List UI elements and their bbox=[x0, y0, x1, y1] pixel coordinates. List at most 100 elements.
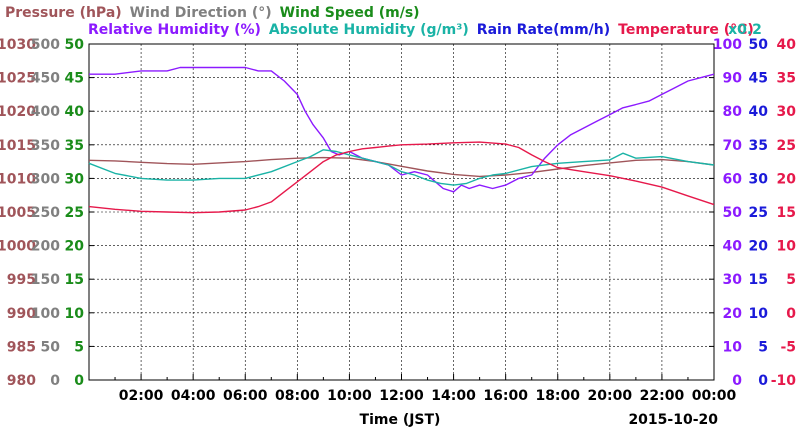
x-tick-label: 18:00 bbox=[535, 388, 580, 404]
temperature-tick-label: 0 bbox=[786, 306, 796, 322]
pressure-tick-label: 985 bbox=[7, 339, 36, 355]
rain-rate-tick-label: 30 bbox=[749, 171, 769, 187]
temperature-tick-label: -5 bbox=[780, 339, 796, 355]
x-axis: 02:00 04:00 06:00 08:00 10:00 12:00 14:00 16:00… bbox=[119, 388, 737, 404]
rain-rate-tick-label: 0 bbox=[758, 373, 768, 389]
temperature-tick-label: 35 bbox=[777, 71, 796, 87]
temperature-tick-label: -10 bbox=[771, 373, 797, 389]
humidity-tick-label: 40 bbox=[723, 239, 743, 255]
wind-speed-tick-label: 20 bbox=[65, 239, 85, 255]
x-tick-label: 22:00 bbox=[640, 388, 685, 404]
wind-direction-tick-label: 400 bbox=[31, 104, 60, 120]
wind-direction-tick-label: 100 bbox=[31, 306, 60, 322]
temperature-tick-label: 30 bbox=[777, 104, 797, 120]
pressure-tick-label: 995 bbox=[7, 272, 36, 288]
humidity-tick-label: 10 bbox=[723, 339, 743, 355]
grid bbox=[89, 44, 714, 380]
rain-rate-tick-label: 20 bbox=[749, 239, 769, 255]
humidity-tick-label: 90 bbox=[723, 71, 743, 87]
pressure-tick-label: 1000 bbox=[0, 239, 36, 255]
x-tick-label: 08:00 bbox=[275, 388, 320, 404]
wind-speed-tick-label: 10 bbox=[65, 306, 85, 322]
x-tick-label: 16:00 bbox=[483, 388, 528, 404]
humidity-tick-label: 30 bbox=[723, 272, 743, 288]
wind-speed-tick-label: 0 bbox=[74, 373, 84, 389]
pressure-tick-label: 1005 bbox=[0, 205, 36, 221]
wind-speed-tick-label: 15 bbox=[65, 272, 84, 288]
pressure-tick-label: 980 bbox=[7, 373, 36, 389]
wind-speed-tick-label: 5 bbox=[74, 339, 84, 355]
pressure-tick-label: 1020 bbox=[0, 104, 36, 120]
right-axes: 0102030405060708090100051015202530354045… bbox=[713, 37, 796, 389]
humidity-tick-label: 70 bbox=[723, 138, 743, 154]
legend-entry: Absolute Humidity (g/m³) bbox=[269, 22, 469, 38]
humidity-tick-label: 50 bbox=[723, 205, 743, 221]
series-layer bbox=[88, 66, 715, 214]
pressure-hpa-line bbox=[88, 156, 715, 178]
legend-entry: Rain Rate(mm/h) bbox=[477, 22, 610, 38]
x-tick-label: 10:00 bbox=[327, 388, 372, 404]
pressure-tick-label: 1025 bbox=[0, 71, 36, 87]
wind-speed-tick-label: 45 bbox=[65, 71, 84, 87]
x-tick-label: 02:00 bbox=[119, 388, 164, 404]
rain-rate-tick-label: 40 bbox=[749, 104, 769, 120]
humidity-tick-label: 80 bbox=[723, 104, 743, 120]
wind-speed-tick-label: 40 bbox=[65, 104, 85, 120]
pressure-tick-label: 1010 bbox=[0, 171, 36, 187]
wind-direction-tick-label: 500 bbox=[31, 37, 60, 53]
axis-ticks bbox=[89, 43, 714, 381]
wind-direction-tick-label: 250 bbox=[31, 205, 60, 221]
wind-direction-tick-label: 300 bbox=[31, 171, 60, 187]
legend-entry: Relative Humidity (%) bbox=[88, 22, 261, 38]
x-tick-label: 20:00 bbox=[588, 388, 633, 404]
wind-direction-tick-label: 350 bbox=[31, 138, 60, 154]
left-axes: 9809859909951000100510101015102010251030… bbox=[0, 37, 84, 389]
x-tick-label: 14:00 bbox=[431, 388, 476, 404]
wind-direction-tick-label: 450 bbox=[31, 71, 60, 87]
rain-rate-tick-label: 45 bbox=[749, 71, 768, 87]
rain-rate-tick-label: 10 bbox=[749, 306, 769, 322]
legend-entry: Temperature (°C) bbox=[618, 22, 754, 38]
rain-rate-tick-label: 35 bbox=[749, 138, 768, 154]
wind-speed-tick-label: 25 bbox=[65, 205, 84, 221]
temperature-tick-label: 25 bbox=[777, 138, 796, 154]
wind-direction-tick-label: 50 bbox=[41, 339, 61, 355]
relative-humidity-line bbox=[89, 66, 715, 193]
x-tick-label: 06:00 bbox=[223, 388, 268, 404]
humidity-tick-label: 20 bbox=[723, 306, 743, 322]
temperature-c-line bbox=[88, 141, 715, 214]
rain-rate-tick-label: 15 bbox=[749, 272, 768, 288]
temperature-tick-label: 5 bbox=[786, 272, 796, 288]
rain-rate-tick-label: 5 bbox=[758, 339, 768, 355]
wind-speed-tick-label: 50 bbox=[65, 37, 85, 53]
temperature-tick-label: 20 bbox=[777, 171, 797, 187]
pressure-tick-label: 1030 bbox=[0, 37, 36, 53]
legend-row-1: Pressure (hPa) Wind Direction (°) Wind Spe… bbox=[5, 5, 420, 21]
rain-rate-tick-label: 50 bbox=[749, 37, 769, 53]
rain-rate-tick-label: 25 bbox=[749, 205, 768, 221]
humidity-multiplier-label: x0.2 bbox=[728, 22, 762, 38]
temperature-tick-label: 40 bbox=[777, 37, 797, 53]
wind-speed-tick-label: 30 bbox=[65, 171, 85, 187]
humidity-tick-label: 100 bbox=[713, 37, 742, 53]
x-tick-label: 00:00 bbox=[692, 388, 737, 404]
x-tick-label: 12:00 bbox=[379, 388, 424, 404]
legend-row-2: Relative Humidity (%) Absolute Humidity (… bbox=[88, 22, 754, 38]
temperature-tick-label: 10 bbox=[777, 239, 797, 255]
wind-direction-tick-label: 200 bbox=[31, 239, 60, 255]
absolute-humidity-g-m-line bbox=[88, 149, 715, 186]
wind-speed-tick-label: 35 bbox=[65, 138, 84, 154]
temperature-tick-label: 15 bbox=[777, 205, 796, 221]
wind-direction-tick-label: 150 bbox=[31, 272, 60, 288]
legend-entry: Pressure (hPa) bbox=[5, 5, 122, 21]
x-axis-label: Time (JST) bbox=[360, 412, 441, 428]
date-label: 2015-10-20 bbox=[628, 412, 718, 428]
humidity-tick-label: 60 bbox=[723, 171, 743, 187]
pressure-tick-label: 1015 bbox=[0, 138, 36, 154]
pressure-tick-label: 990 bbox=[7, 306, 36, 322]
x-tick-label: 04:00 bbox=[171, 388, 216, 404]
wind-direction-tick-label: 0 bbox=[50, 373, 60, 389]
legend-entry: Wind Direction (°) bbox=[130, 5, 272, 21]
humidity-tick-label: 0 bbox=[732, 373, 742, 389]
